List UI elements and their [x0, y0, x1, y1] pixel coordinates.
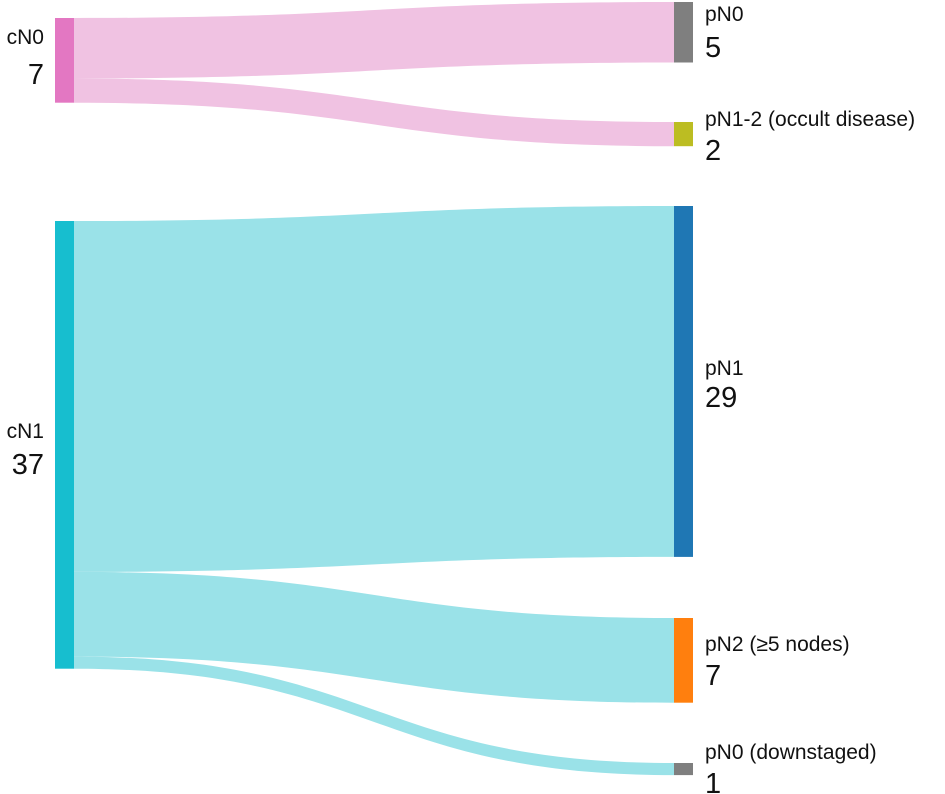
node-pN1-2 — [674, 122, 693, 147]
node-cN0 — [55, 18, 74, 103]
node-pN1 — [674, 206, 693, 557]
node-count-cN1: 37 — [12, 449, 44, 481]
link-cN0-to-pN1-2 — [74, 78, 674, 147]
sankey-labels: cN0 7 cN1 37 pN0 5 pN1-2 (occult disease) 2 pN12… — [7, 3, 915, 794]
link-cN1-to-pN2 — [74, 571, 674, 703]
node-count-pN0: 5 — [705, 32, 721, 64]
node-label-pN0: pN0 — [705, 3, 744, 26]
node-pN0 — [674, 2, 693, 63]
link-cN1-to-pN1 — [74, 206, 674, 572]
node-pN0-down — [674, 763, 693, 776]
node-label-pN1-2: pN1-2 (occult disease) — [705, 108, 915, 131]
node-count-pN1-2: 2 — [705, 135, 721, 167]
sankey-links — [74, 2, 674, 776]
node-label-pN2: pN2 (≥5 nodes) — [705, 633, 850, 656]
node-pN2 — [674, 618, 693, 703]
node-count-pN1: 29 — [705, 382, 737, 414]
link-cN1-to-pN0-down — [74, 656, 674, 776]
node-cN1 — [55, 221, 74, 669]
node-label-cN0: cN0 — [7, 26, 44, 49]
node-label-pN0-down: pN0 (downstaged) — [705, 741, 877, 764]
link-cN0-to-pN0 — [74, 2, 674, 79]
node-count-cN0: 7 — [28, 59, 44, 91]
node-count-pN2: 7 — [705, 660, 721, 692]
node-label-cN1: cN1 — [7, 420, 44, 443]
node-count-pN0-down: 1 — [705, 768, 721, 794]
node-label-pN1: pN1 — [705, 357, 744, 380]
sankey-nodes — [55, 2, 693, 776]
